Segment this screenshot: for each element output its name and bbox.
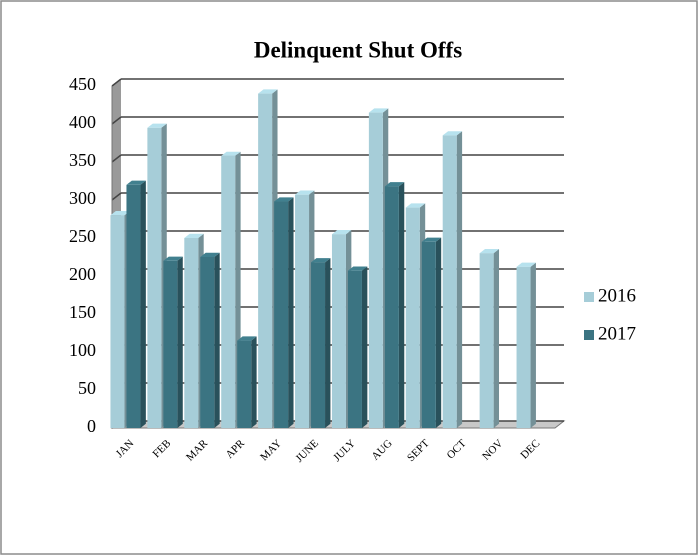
bar [516,266,531,428]
bar-side [140,180,146,428]
bar [421,241,436,428]
bar-top [384,182,405,187]
bar-top [184,233,204,238]
legend-label: 2016 [598,285,636,306]
bar-side [177,256,183,428]
y-tick-label: 0 [87,416,96,436]
y-tick-label: 50 [78,378,96,398]
bar-side [435,237,442,428]
bar-side [288,197,294,428]
bar-side [493,249,500,428]
y-tick-label: 100 [69,340,96,360]
bar [384,186,399,428]
bar [331,234,346,428]
legend-swatch [584,292,594,302]
legend-label: 2017 [598,323,636,344]
y-tick-label: 300 [69,188,96,208]
y-tick-label: 400 [69,112,96,132]
bar-top [421,237,442,242]
bar-top [295,190,315,195]
bar-top [221,151,241,156]
bar-top [147,123,167,128]
bar [347,270,362,428]
grid-line-side [111,192,122,201]
bar-top [274,197,294,202]
bar-side [530,262,536,428]
bar-side [325,258,331,428]
bar-top [163,256,183,261]
bar [163,260,178,428]
bar-top [258,89,278,94]
bar-top [331,230,352,235]
y-tick-label: 250 [69,226,96,246]
legend-swatch [584,330,594,340]
bar [147,127,162,429]
bar [237,340,252,428]
chart-title: Delinquent Shut Offs [254,37,462,62]
bar-top [200,252,220,257]
bar-top [516,262,536,267]
bar-side [361,266,368,428]
bar-side [398,182,405,428]
bar-top [126,180,146,185]
y-tick-label: 350 [69,150,96,170]
bar-top [368,108,389,113]
y-tick-label: 200 [69,264,96,284]
bar [110,215,125,428]
bar-top [442,131,463,136]
bar [368,112,383,428]
grid-line-side [111,154,122,163]
bar-top [237,336,257,341]
bar [311,262,326,428]
bar [295,194,310,428]
bar-side [214,252,220,428]
bar-side [456,131,463,428]
y-tick-label: 150 [69,302,96,322]
bar [184,238,199,428]
y-tick-label: 450 [69,74,96,94]
bar [258,93,273,428]
bar [221,155,236,429]
bar-top [405,203,426,208]
bar-top [311,258,331,263]
bar [442,135,457,428]
grid-line-side [111,78,122,87]
bar-side [251,336,257,428]
bar [274,201,289,428]
bar [126,184,141,428]
bar-top [110,211,130,216]
bar-top [479,249,500,254]
bar-top [347,266,368,271]
bar [405,207,420,428]
grid-line-side [111,116,122,125]
bar [200,257,215,428]
bar [479,253,494,428]
